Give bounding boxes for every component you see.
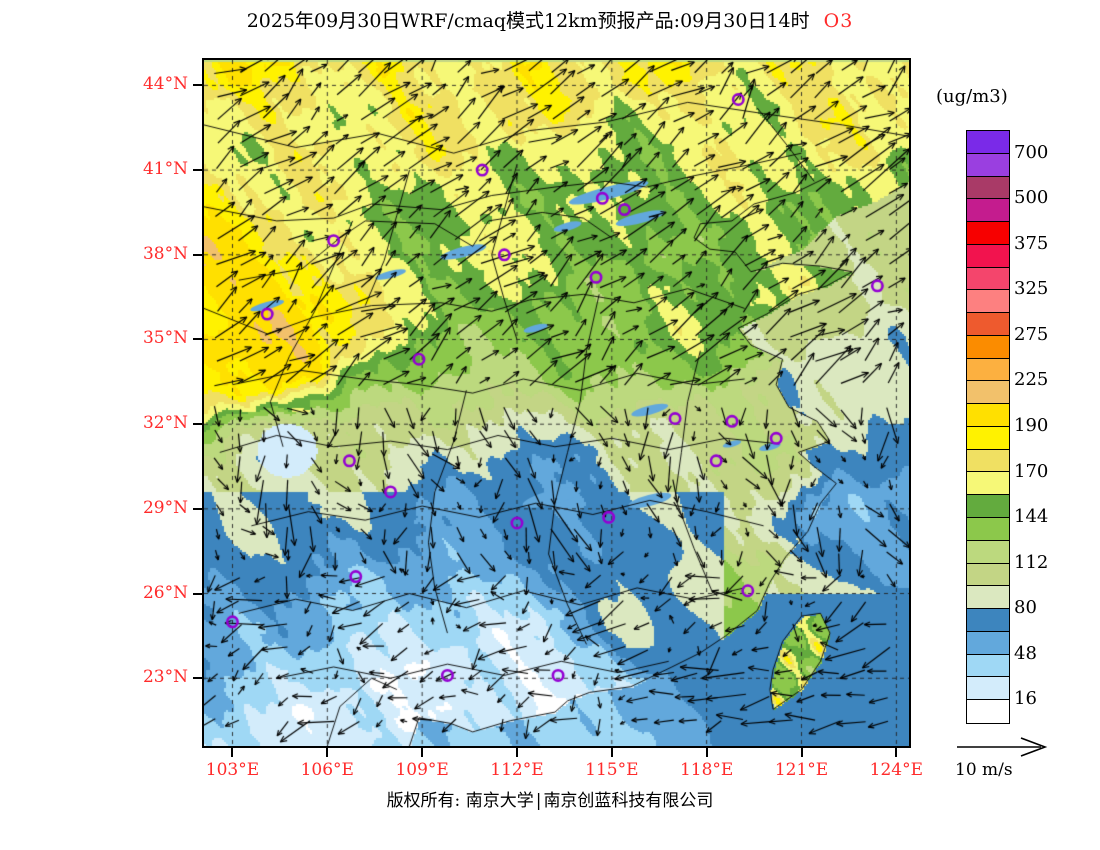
colorbar[interactable] bbox=[966, 130, 1010, 724]
lon-tick bbox=[515, 748, 518, 757]
footer-separator: | bbox=[535, 791, 542, 811]
colorbar-swatch[interactable] bbox=[967, 449, 1009, 473]
colorbar-swatch[interactable] bbox=[967, 586, 1009, 610]
lon-tick bbox=[800, 748, 803, 757]
colorbar-swatch[interactable] bbox=[967, 404, 1009, 427]
company-name: 南京创蓝科技有限公司 bbox=[543, 791, 714, 811]
map-plot-area[interactable] bbox=[202, 58, 911, 748]
lat-tick bbox=[193, 253, 202, 256]
colorbar-swatch[interactable] bbox=[967, 609, 1009, 632]
colorbar-tick-label: 325 bbox=[1014, 278, 1049, 300]
colorbar-swatch[interactable] bbox=[967, 313, 1009, 336]
lat-axis-label: 38°N bbox=[142, 243, 188, 264]
lat-axis-label: 41°N bbox=[142, 159, 188, 180]
colorbar-swatch[interactable] bbox=[967, 358, 1009, 382]
lon-tick bbox=[705, 748, 708, 757]
lon-tick bbox=[610, 748, 613, 757]
lat-tick bbox=[193, 592, 202, 595]
colorbar-swatch[interactable] bbox=[967, 472, 1009, 496]
lon-axis-label: 121°E bbox=[774, 760, 829, 780]
colorbar-swatch[interactable] bbox=[967, 267, 1009, 291]
chart-title-bar: 2025年09月30日WRF/cmaq模式12km预报产品:09月30日14时 O… bbox=[0, 6, 1100, 36]
lat-tick bbox=[193, 338, 202, 341]
colorbar-tick-label: 375 bbox=[1014, 232, 1049, 254]
lon-axis-label: 124°E bbox=[869, 760, 924, 780]
colorbar-tick-label: 225 bbox=[1014, 369, 1049, 391]
colorbar-swatch[interactable] bbox=[967, 244, 1009, 268]
wind-scale-label: 10 m/s bbox=[955, 760, 1013, 780]
lon-tick bbox=[895, 748, 898, 757]
colorbar-tick-label: 275 bbox=[1014, 323, 1049, 345]
colorbar-swatch[interactable] bbox=[967, 563, 1009, 587]
lon-axis-label: 112°E bbox=[490, 760, 544, 780]
colorbar-swatch[interactable] bbox=[967, 176, 1009, 200]
colorbar-swatch[interactable] bbox=[967, 381, 1009, 405]
lat-tick bbox=[193, 423, 202, 426]
colorbar-tick-label: 190 bbox=[1014, 415, 1049, 436]
lat-axis-label: 44°N bbox=[142, 74, 188, 95]
wind-arrow-icon bbox=[957, 737, 1048, 757]
lat-tick bbox=[193, 677, 202, 680]
copyright-owner: 版权所有: 南京大学 bbox=[386, 791, 534, 811]
copyright-footer: 版权所有: 南京大学 | 南京创蓝科技有限公司 bbox=[0, 786, 1100, 811]
colorbar-units-label: (ug/m3) bbox=[936, 86, 1008, 107]
colorbar-swatch[interactable] bbox=[967, 199, 1009, 223]
colorbar-tick-label: 144 bbox=[1014, 506, 1049, 528]
colorbar-tick-label: 170 bbox=[1014, 460, 1049, 482]
lon-axis-label: 103°E bbox=[205, 760, 260, 780]
colorbar-swatch[interactable] bbox=[967, 131, 1009, 154]
lon-tick bbox=[231, 748, 234, 757]
page-title: 2025年09月30日WRF/cmaq模式12km预报产品:09月30日14时 bbox=[246, 10, 810, 32]
colorbar-swatch[interactable] bbox=[967, 518, 1009, 541]
lat-tick bbox=[193, 507, 202, 510]
colorbar-swatch[interactable] bbox=[967, 495, 1009, 519]
colorbar-swatch[interactable] bbox=[967, 222, 1009, 245]
wind-scale-key: 10 m/s bbox=[955, 736, 1085, 786]
colorbar-tick-label: 48 bbox=[1014, 642, 1037, 664]
lon-axis-label: 118°E bbox=[679, 760, 734, 780]
colorbar-swatch[interactable] bbox=[967, 153, 1009, 177]
colorbar-swatch[interactable] bbox=[967, 335, 1009, 359]
lon-axis-label: 106°E bbox=[300, 760, 354, 780]
lon-tick bbox=[326, 748, 329, 757]
colorbar-swatch[interactable] bbox=[967, 677, 1009, 701]
lon-axis-label: 109°E bbox=[395, 760, 449, 780]
lat-axis-label: 23°N bbox=[142, 667, 188, 688]
colorbar-swatch[interactable] bbox=[967, 426, 1009, 450]
lat-axis-label: 26°N bbox=[142, 582, 188, 603]
lat-tick bbox=[193, 84, 202, 87]
colorbar-swatch[interactable] bbox=[967, 540, 1009, 564]
colorbar-tick-label: 80 bbox=[1014, 597, 1037, 619]
colorbar-tick-label: 112 bbox=[1014, 551, 1049, 573]
colorbar-tick-label: 700 bbox=[1014, 141, 1049, 163]
lon-axis-label: 115°E bbox=[585, 760, 639, 780]
colorbar-swatch[interactable] bbox=[967, 631, 1009, 655]
lat-axis-label: 29°N bbox=[142, 497, 188, 518]
colorbar-tick-label: 16 bbox=[1014, 688, 1037, 710]
colorbar-swatch[interactable] bbox=[967, 654, 1009, 678]
species-label: O3 bbox=[823, 10, 854, 32]
lat-tick bbox=[193, 169, 202, 172]
colorbar-tick-label: 500 bbox=[1014, 187, 1049, 209]
lon-tick bbox=[421, 748, 424, 757]
colorbar-swatch[interactable] bbox=[967, 290, 1009, 314]
concentration-map-canvas[interactable] bbox=[204, 60, 909, 746]
lat-axis-label: 35°N bbox=[142, 328, 188, 349]
colorbar-swatch[interactable] bbox=[967, 700, 1009, 723]
lat-axis-label: 32°N bbox=[142, 413, 188, 434]
